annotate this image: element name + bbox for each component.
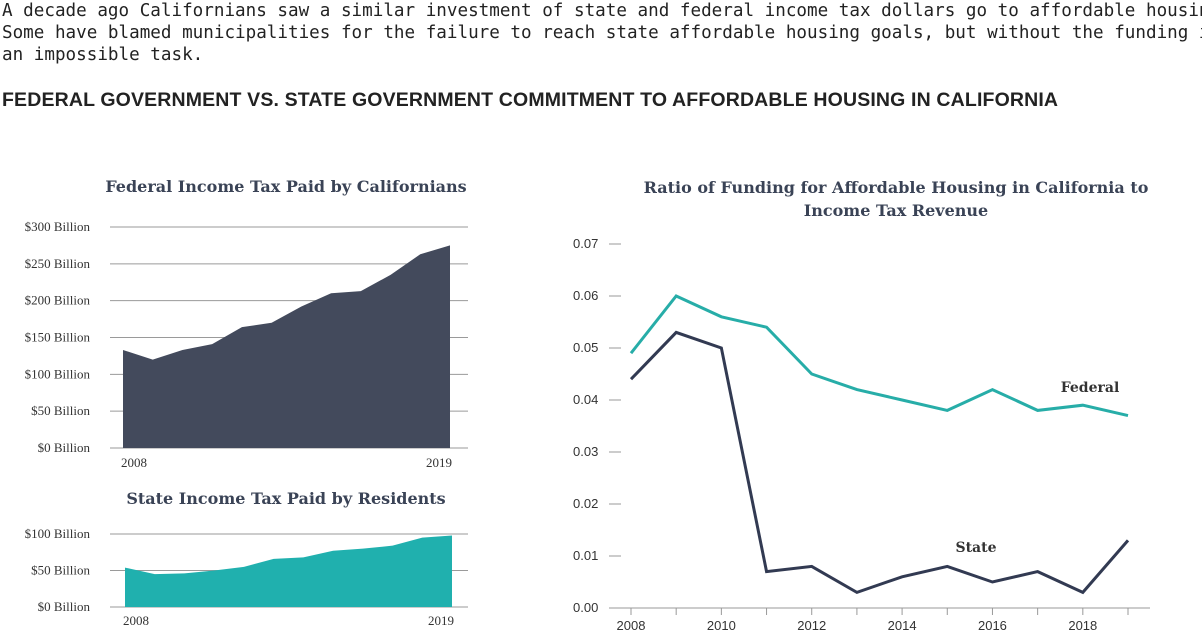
y-tick-label: $0 Billion xyxy=(38,440,91,455)
y-tick-label: $200 Billion xyxy=(25,293,91,308)
federal-series-line xyxy=(629,294,1129,418)
section-headline: FEDERAL GOVERNMENT VS. STATE GOVERNMENT … xyxy=(2,89,1059,111)
y-tick-label: 0.04 xyxy=(573,392,598,407)
x-tick-label: 2008 xyxy=(123,613,149,628)
y-tick-label: 0.03 xyxy=(573,444,598,459)
y-tick-label: 0.01 xyxy=(573,548,598,563)
y-tick-label: 0.02 xyxy=(573,496,598,511)
federal-income-tax-chart: Federal Income Tax Paid by Californians … xyxy=(25,177,468,470)
chart-title-line: Ratio of Funding for Affordable Housing … xyxy=(644,178,1149,197)
x-tick-label: 2019 xyxy=(428,613,454,628)
y-tick-label: $50 Billion xyxy=(31,403,90,418)
x-tick-label: 2008 xyxy=(121,455,147,470)
y-tick-label: $0 Billion xyxy=(38,599,91,614)
state-series-line xyxy=(629,330,1130,595)
chart-title: State Income Tax Paid by Residents xyxy=(126,489,445,508)
x-tick-label: 2014 xyxy=(888,618,917,633)
state-income-tax-chart: State Income Tax Paid by Residents $0 Bi… xyxy=(25,489,468,628)
y-tick-label: $300 Billion xyxy=(25,219,91,234)
chart-title-line: Income Tax Revenue xyxy=(804,201,988,220)
x-tick-label: 2016 xyxy=(978,618,1007,633)
x-tick-label: 2012 xyxy=(797,618,826,633)
chart-title: Federal Income Tax Paid by Californians xyxy=(105,177,466,196)
y-tick-label: 0.07 xyxy=(573,236,598,251)
y-tick-label: $250 Billion xyxy=(25,256,91,271)
series-label-federal: Federal xyxy=(1061,380,1120,396)
y-tick-label: $100 Billion xyxy=(25,526,91,541)
intro-paragraph: A decade ago Californians saw a similar … xyxy=(2,0,1202,66)
y-tick-label: 0.00 xyxy=(573,600,598,615)
x-tick-label: 2008 xyxy=(617,618,646,633)
intro-line: A decade ago Californians saw a similar … xyxy=(2,1,1202,21)
funding-ratio-chart: Ratio of Funding for Affordable Housing … xyxy=(573,178,1150,633)
y-tick-label: $50 Billion xyxy=(31,563,90,578)
x-tick-label: 2010 xyxy=(707,618,736,633)
intro-line: Some have blamed municipalities for the … xyxy=(2,23,1202,43)
y-tick-label: 0.05 xyxy=(573,340,598,355)
x-tick-label: 2018 xyxy=(1068,618,1097,633)
area-series xyxy=(125,535,452,607)
y-tick-label: $150 Billion xyxy=(25,330,91,345)
area-series xyxy=(123,245,450,448)
intro-line: an impossible task. xyxy=(2,45,204,65)
series-label-state: State xyxy=(955,540,996,556)
y-tick-label: 0.06 xyxy=(573,288,598,303)
x-tick-label: 2019 xyxy=(426,455,452,470)
y-tick-label: $100 Billion xyxy=(25,366,91,381)
